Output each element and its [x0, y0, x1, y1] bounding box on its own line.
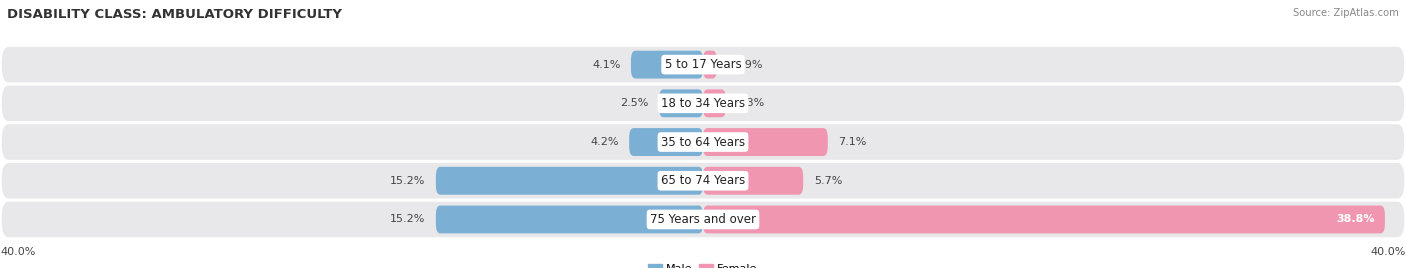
FancyBboxPatch shape — [631, 51, 703, 79]
Text: 18 to 34 Years: 18 to 34 Years — [661, 97, 745, 110]
Text: 65 to 74 Years: 65 to 74 Years — [661, 174, 745, 187]
FancyBboxPatch shape — [659, 90, 703, 117]
Text: 15.2%: 15.2% — [389, 214, 426, 225]
Text: 40.0%: 40.0% — [0, 247, 35, 256]
FancyBboxPatch shape — [703, 167, 803, 195]
Text: 15.2%: 15.2% — [389, 176, 426, 186]
Text: Source: ZipAtlas.com: Source: ZipAtlas.com — [1294, 8, 1399, 18]
Text: 1.3%: 1.3% — [737, 98, 765, 108]
Text: 4.1%: 4.1% — [592, 59, 620, 70]
Text: 38.8%: 38.8% — [1336, 214, 1374, 225]
FancyBboxPatch shape — [1, 47, 1405, 83]
Text: 5.7%: 5.7% — [814, 176, 842, 186]
FancyBboxPatch shape — [1, 163, 1405, 199]
FancyBboxPatch shape — [1, 85, 1405, 121]
Text: 40.0%: 40.0% — [1371, 247, 1406, 256]
FancyBboxPatch shape — [1, 202, 1405, 237]
FancyBboxPatch shape — [436, 206, 703, 233]
Text: 75 Years and over: 75 Years and over — [650, 213, 756, 226]
Text: 2.5%: 2.5% — [620, 98, 648, 108]
Text: 4.2%: 4.2% — [591, 137, 619, 147]
FancyBboxPatch shape — [703, 90, 725, 117]
FancyBboxPatch shape — [630, 128, 703, 156]
Text: DISABILITY CLASS: AMBULATORY DIFFICULTY: DISABILITY CLASS: AMBULATORY DIFFICULTY — [7, 8, 342, 21]
Text: 35 to 64 Years: 35 to 64 Years — [661, 136, 745, 148]
Legend: Male, Female: Male, Female — [644, 259, 762, 268]
FancyBboxPatch shape — [703, 206, 1385, 233]
FancyBboxPatch shape — [703, 51, 717, 79]
FancyBboxPatch shape — [1, 124, 1405, 160]
Text: 0.79%: 0.79% — [727, 59, 763, 70]
FancyBboxPatch shape — [436, 167, 703, 195]
Text: 7.1%: 7.1% — [838, 137, 866, 147]
Text: 5 to 17 Years: 5 to 17 Years — [665, 58, 741, 71]
FancyBboxPatch shape — [703, 128, 828, 156]
